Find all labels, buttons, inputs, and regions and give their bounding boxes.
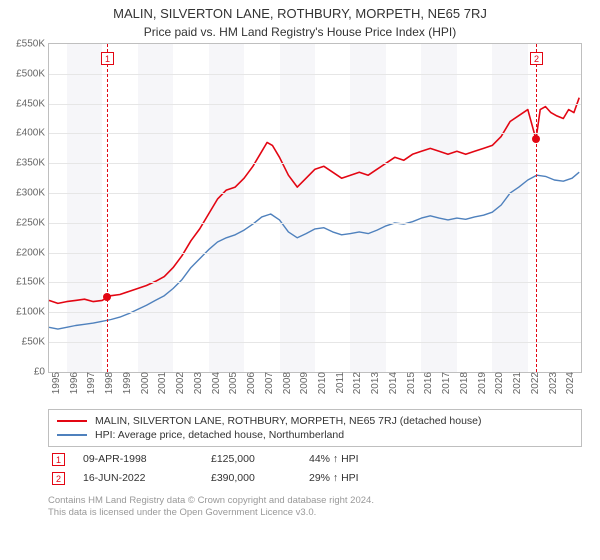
y-gridline <box>49 282 581 283</box>
x-tick-label: 1995 <box>49 372 62 394</box>
x-tick-label: 2019 <box>475 372 488 394</box>
y-gridline <box>49 104 581 105</box>
y-tick-label: £150K <box>16 277 49 288</box>
legend-swatch <box>57 420 87 422</box>
sale-index-box: 1 <box>52 453 65 466</box>
y-tick-label: £550K <box>16 38 49 49</box>
y-gridline <box>49 342 581 343</box>
sale-row: 2 16-JUN-2022 £390,000 29% ↑ HPI <box>48 472 582 485</box>
sale-index-box: 2 <box>52 472 65 485</box>
x-tick-label: 2002 <box>173 372 186 394</box>
x-tick-label: 2010 <box>315 372 328 394</box>
chart-plot-area: £0£50K£100K£150K£200K£250K£300K£350K£400… <box>48 43 582 373</box>
attribution-line: Contains HM Land Registry data © Crown c… <box>48 495 582 507</box>
chart-legend: MALIN, SILVERTON LANE, ROTHBURY, MORPETH… <box>48 409 582 447</box>
x-tick-label: 2008 <box>280 372 293 394</box>
x-tick-label: 1998 <box>102 372 115 394</box>
x-tick-label: 2016 <box>421 372 434 394</box>
x-tick-label: 2021 <box>510 372 523 394</box>
sale-marker-box: 2 <box>530 52 543 65</box>
y-gridline <box>49 133 581 134</box>
y-tick-label: £350K <box>16 158 49 169</box>
sale-price: £125,000 <box>211 453 291 465</box>
x-tick-label: 1996 <box>67 372 80 394</box>
y-gridline <box>49 253 581 254</box>
legend-swatch <box>57 434 87 436</box>
x-tick-label: 2005 <box>226 372 239 394</box>
y-tick-label: £0 <box>34 366 49 377</box>
x-tick-label: 2003 <box>191 372 204 394</box>
x-tick-label: 2023 <box>546 372 559 394</box>
x-tick-label: 1999 <box>120 372 133 394</box>
sale-marker-dot <box>103 293 111 301</box>
x-tick-label: 2012 <box>350 372 363 394</box>
x-tick-label: 2017 <box>439 372 452 394</box>
legend-row: HPI: Average price, detached house, Nort… <box>57 428 573 442</box>
series-line-hpi <box>49 172 579 329</box>
series-line-property <box>49 98 579 304</box>
y-gridline <box>49 223 581 224</box>
chart-container: MALIN, SILVERTON LANE, ROTHBURY, MORPETH… <box>0 0 600 560</box>
sale-row: 1 09-APR-1998 £125,000 44% ↑ HPI <box>48 453 582 466</box>
sale-date: 09-APR-1998 <box>83 453 193 465</box>
y-tick-label: £250K <box>16 217 49 228</box>
y-gridline <box>49 312 581 313</box>
sale-date: 16-JUN-2022 <box>83 472 193 484</box>
x-tick-label: 2024 <box>563 372 576 394</box>
sale-marker-line <box>536 44 537 372</box>
chart-lower-panel: MALIN, SILVERTON LANE, ROTHBURY, MORPETH… <box>48 409 582 520</box>
sale-hpi-diff: 44% ↑ HPI <box>309 453 359 465</box>
chart-subtitle: Price paid vs. HM Land Registry's House … <box>0 23 600 43</box>
sale-marker-box: 1 <box>101 52 114 65</box>
x-tick-label: 2009 <box>297 372 310 394</box>
y-gridline <box>49 74 581 75</box>
x-tick-label: 2020 <box>492 372 505 394</box>
y-tick-label: £50K <box>22 337 49 348</box>
x-tick-label: 2004 <box>209 372 222 394</box>
legend-label: MALIN, SILVERTON LANE, ROTHBURY, MORPETH… <box>95 415 482 427</box>
sale-marker-dot <box>532 135 540 143</box>
chart-title: MALIN, SILVERTON LANE, ROTHBURY, MORPETH… <box>0 0 600 23</box>
x-tick-label: 1997 <box>84 372 97 394</box>
sale-hpi-diff: 29% ↑ HPI <box>309 472 359 484</box>
x-tick-label: 2013 <box>368 372 381 394</box>
x-tick-label: 2022 <box>528 372 541 394</box>
legend-row: MALIN, SILVERTON LANE, ROTHBURY, MORPETH… <box>57 414 573 428</box>
x-tick-label: 2015 <box>404 372 417 394</box>
x-tick-label: 2007 <box>262 372 275 394</box>
x-tick-label: 2000 <box>138 372 151 394</box>
y-tick-label: £450K <box>16 98 49 109</box>
x-tick-label: 2011 <box>333 372 346 394</box>
y-tick-label: £100K <box>16 307 49 318</box>
x-tick-label: 2018 <box>457 372 470 394</box>
y-gridline <box>49 163 581 164</box>
y-tick-label: £500K <box>16 68 49 79</box>
chart-lines-svg <box>49 44 581 372</box>
sale-price: £390,000 <box>211 472 291 484</box>
sales-list: 1 09-APR-1998 £125,000 44% ↑ HPI 2 16-JUN-202… <box>48 453 582 485</box>
y-gridline <box>49 193 581 194</box>
y-tick-label: £400K <box>16 128 49 139</box>
attribution-text: Contains HM Land Registry data © Crown c… <box>48 495 582 520</box>
sale-marker-line <box>107 44 108 372</box>
y-tick-label: £300K <box>16 187 49 198</box>
y-tick-label: £200K <box>16 247 49 258</box>
x-tick-label: 2001 <box>155 372 168 394</box>
attribution-line: This data is licensed under the Open Gov… <box>48 507 582 519</box>
x-tick-label: 2014 <box>386 372 399 394</box>
x-tick-label: 2006 <box>244 372 257 394</box>
legend-label: HPI: Average price, detached house, Nort… <box>95 429 344 441</box>
